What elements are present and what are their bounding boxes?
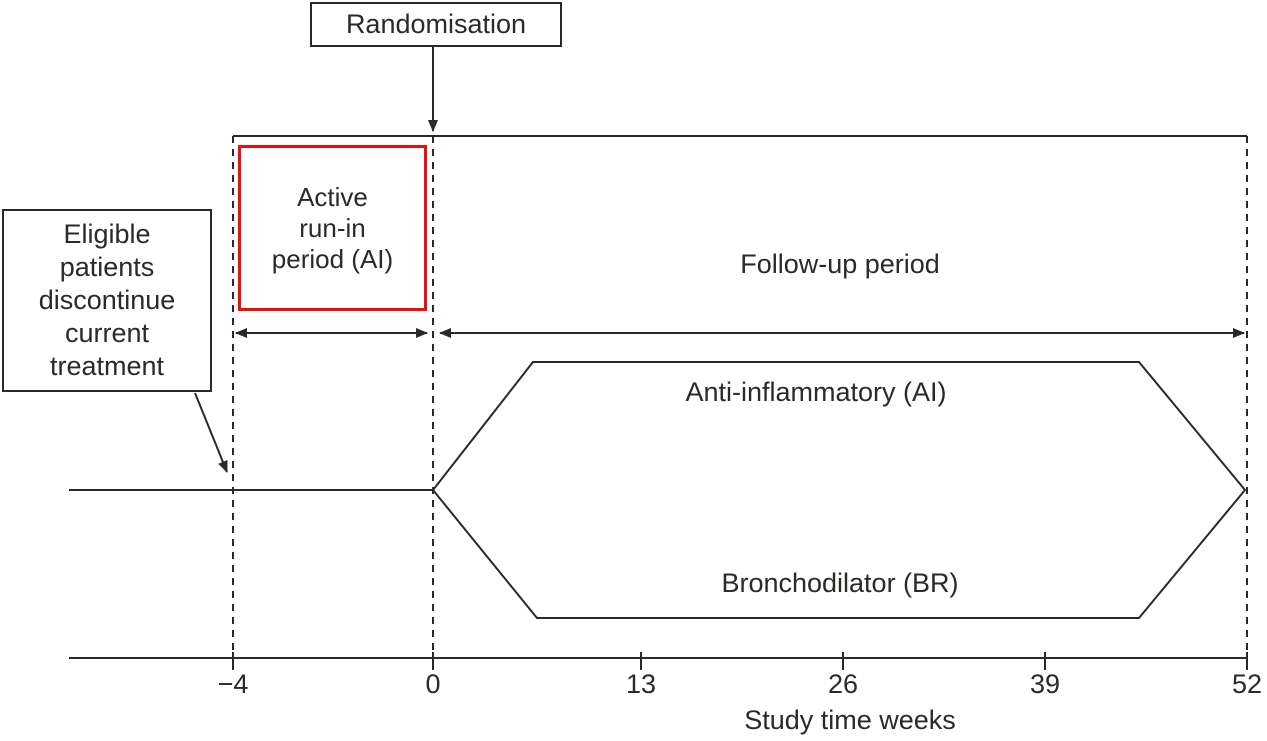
tick-label-0: 0 xyxy=(425,669,441,699)
randomisation-box: Randomisation xyxy=(310,2,562,47)
run-in-line: Active xyxy=(297,181,368,212)
eligible-line: treatment xyxy=(49,351,165,381)
tick-label-minus4: −4 xyxy=(217,669,249,699)
anti-inflammatory-arm-label: Anti-inflammatory (AI) xyxy=(685,377,947,407)
bronchodilator-arm-label: Bronchodilator (BR) xyxy=(721,568,959,598)
tick-label-52: 52 xyxy=(1231,669,1263,699)
tick-label-26: 26 xyxy=(827,669,859,699)
eligible-line: discontinue xyxy=(38,285,176,315)
active-run-in-box: Active run-in period (AI) xyxy=(238,145,427,311)
treatment-arms-hexagon xyxy=(431,361,1247,619)
eligible-line: current xyxy=(64,318,150,348)
tick-label-13: 13 xyxy=(625,669,657,699)
tick-label-39: 39 xyxy=(1029,669,1061,699)
follow-up-period-label: Follow-up period xyxy=(740,249,940,279)
eligible-patients-box: Eligible patients discontinue current tr… xyxy=(2,209,212,392)
randomisation-label: Randomisation xyxy=(345,9,527,39)
axis-title: Study time weeks xyxy=(744,705,956,735)
eligible-line: Eligible xyxy=(63,219,151,249)
eligible-arrow xyxy=(194,392,228,473)
run-in-line: run-in xyxy=(299,212,366,243)
eligible-line: patients xyxy=(59,252,155,282)
time-axis-ticks xyxy=(232,652,1248,670)
run-in-line: period (AI) xyxy=(271,243,394,274)
